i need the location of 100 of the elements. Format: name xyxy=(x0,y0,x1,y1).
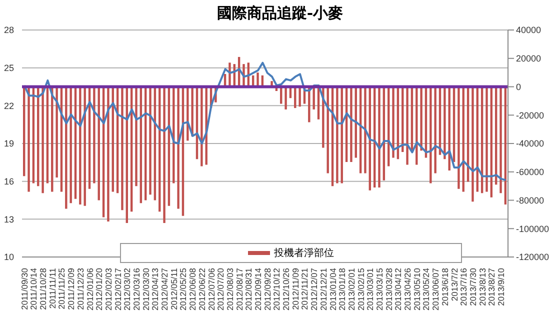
y-tick-label: 16 xyxy=(4,176,14,187)
bar xyxy=(312,86,315,110)
x-tick-label: 2013/02/15 xyxy=(356,268,366,311)
bar xyxy=(406,86,408,165)
bar xyxy=(121,86,124,210)
bar xyxy=(472,86,474,202)
x-tick-label: 2011/10/14 xyxy=(28,268,39,310)
x-tick-label: 2011/11/25 xyxy=(56,268,67,310)
bar xyxy=(93,86,96,184)
y2-tick-label: -60000 xyxy=(516,167,544,178)
x-tick-label: 2012/01/06 xyxy=(84,268,95,311)
x-tick-label: 2013/05/10 xyxy=(412,268,422,311)
x-tick-label: 2012/03/02 xyxy=(122,268,132,311)
x-tick-label: 2012/07/06 xyxy=(206,268,216,311)
x-tick-label: 2012/11/21 xyxy=(300,268,310,310)
bar xyxy=(177,86,180,209)
x-tick-label: 2012/04/13 xyxy=(150,268,160,311)
bar xyxy=(350,86,352,162)
bar xyxy=(458,86,460,189)
x-tick-label: 2013/8/27 xyxy=(486,268,497,306)
x-tick-label: 2012/08/31 xyxy=(244,268,254,311)
x-tick-label: 2013/02/01 xyxy=(346,268,356,311)
y-tick-label: 28 xyxy=(4,25,14,36)
x-tick-label: 2012/04/27 xyxy=(160,268,170,311)
x-tick-label: 2011/10/28 xyxy=(38,268,48,310)
x-tick-label: 2012/02/17 xyxy=(112,268,123,311)
x-tick-label: 2013/04/12 xyxy=(393,268,404,311)
bar xyxy=(42,86,44,194)
line-series xyxy=(23,62,507,182)
bar xyxy=(336,86,338,184)
bar xyxy=(163,86,166,223)
y2-tick-label: -20000 xyxy=(516,110,544,120)
y-tick-label: 13 xyxy=(4,214,14,224)
bar xyxy=(420,86,422,151)
x-tick-label: 2013/9/10 xyxy=(496,268,506,306)
x-tick-label: 2011/09/30 xyxy=(19,268,30,310)
bar xyxy=(434,86,436,174)
bar xyxy=(444,86,446,160)
x-tick-label: 2013/7/16 xyxy=(458,268,469,306)
x-tick-label: 2013/03/15 xyxy=(374,268,384,311)
bar xyxy=(107,86,110,222)
x-tick-label: 2013/01/04 xyxy=(328,268,338,311)
bar xyxy=(149,86,152,195)
bar xyxy=(500,86,502,194)
x-tick-label: 2012/06/08 xyxy=(188,268,198,311)
y-tick-label: 25 xyxy=(4,63,14,74)
bar xyxy=(378,86,380,188)
x-tick-label: 2012/01/20 xyxy=(94,268,104,311)
y2-tick-label: -80000 xyxy=(516,195,544,206)
x-tick-label: 2012/11/09 xyxy=(290,268,300,310)
chart-title: 國際商品追蹤-小麥 xyxy=(216,4,344,23)
x-tick-label: 2013/06/07 xyxy=(430,268,441,311)
bar xyxy=(200,86,203,166)
x-tick-label: 2011/11/11 xyxy=(47,268,58,309)
x-tick-label: 2013/8/13 xyxy=(477,268,488,306)
x-tick-label: 2013/04/26 xyxy=(402,268,413,311)
legend-label: 投機者淨部位 xyxy=(274,246,334,260)
y2-tick-label: 20000 xyxy=(516,54,542,64)
x-tick-label: 2013/01/18 xyxy=(337,268,348,311)
x-tick-label: 2012/06/22 xyxy=(196,268,207,311)
x-tick-label: 2012/08/17 xyxy=(234,268,244,311)
x-tick-label: 2012/05/11 xyxy=(168,268,179,310)
bar xyxy=(486,86,488,192)
y-tick-label: 10 xyxy=(4,252,14,262)
y2-tick-label: -40000 xyxy=(516,138,544,149)
bar xyxy=(364,86,366,174)
x-tick-label: 2011/12/09 xyxy=(66,268,76,310)
x-tick-label: 2012/08/03 xyxy=(224,268,235,311)
bar xyxy=(79,86,82,205)
x-tick-label: 2012/12/07 xyxy=(309,268,320,311)
x-tick-label: 2013/7/2 xyxy=(449,268,460,302)
x-tick-label: 2012/03/16 xyxy=(131,268,142,311)
y2-tick-label: 0 xyxy=(516,82,522,92)
x-tick-label: 2012/12/21 xyxy=(318,268,328,311)
x-tick-label: 2013/03/28 xyxy=(384,268,394,311)
y2-tick-label: -100000 xyxy=(516,224,550,234)
x-tick-label: 2012/03/30 xyxy=(140,268,151,311)
bar xyxy=(28,86,30,192)
x-tick-label: 2012/10/12 xyxy=(272,268,282,311)
y2-tick-label: 40000 xyxy=(516,25,542,36)
x-tick-label: 2012/09/28 xyxy=(262,268,272,311)
bar xyxy=(392,86,394,158)
bar xyxy=(135,86,138,186)
x-tick-label: 2012/02/03 xyxy=(103,268,114,311)
y-tick-label: 22 xyxy=(4,100,14,111)
y2-tick-label: -120000 xyxy=(516,252,550,262)
bar xyxy=(70,86,72,204)
y-tick-label: 19 xyxy=(4,138,14,149)
bar xyxy=(56,86,58,178)
x-tick-label: 2013/03/01 xyxy=(365,268,376,311)
x-tick-label: 2012/10/26 xyxy=(281,268,292,311)
bar xyxy=(430,86,432,184)
x-tick-label: 2012/05/25 xyxy=(178,268,188,311)
bar xyxy=(284,86,287,110)
x-tick-label: 2011/12/23 xyxy=(75,268,86,310)
x-tick-label: 2012/09/14 xyxy=(252,268,263,311)
x-tick-label: 2012/07/20 xyxy=(216,268,226,311)
bar xyxy=(65,86,68,209)
x-tick-label: 2013/6/18 xyxy=(440,268,450,306)
x-tick-label: 2013/05/24 xyxy=(421,268,432,311)
